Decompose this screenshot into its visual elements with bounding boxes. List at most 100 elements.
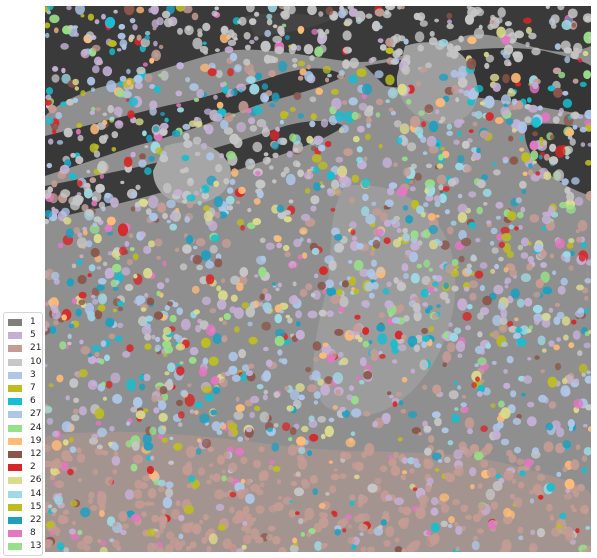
cell-marker [157, 486, 165, 493]
cell-marker [338, 9, 347, 19]
cell-marker [67, 333, 72, 339]
cell-marker [66, 6, 72, 11]
cell-marker [122, 351, 131, 358]
cell-marker [387, 391, 392, 396]
cell-marker [160, 122, 169, 130]
cell-marker [83, 183, 91, 192]
cell-marker [96, 284, 105, 291]
cell-marker [121, 44, 127, 50]
cell-marker [88, 491, 95, 499]
cell-marker [519, 325, 530, 335]
cell-marker [229, 491, 237, 498]
cell-marker [529, 498, 535, 504]
cell-marker [49, 14, 60, 24]
cell-marker [224, 46, 234, 54]
cell-marker [143, 245, 152, 255]
cell-marker [479, 284, 485, 292]
cell-marker [568, 265, 574, 271]
cell-marker [577, 58, 583, 63]
cell-marker [210, 234, 220, 243]
cell-marker [365, 117, 372, 124]
cell-marker [299, 227, 308, 235]
cell-marker [72, 78, 79, 86]
cell-marker [395, 48, 403, 56]
cell-marker [393, 33, 402, 43]
cell-marker [457, 130, 462, 136]
cell-marker [126, 79, 132, 86]
cell-marker [45, 406, 52, 414]
cell-marker [45, 521, 54, 528]
cell-marker [549, 143, 557, 152]
cell-marker [167, 301, 174, 307]
cell-marker [486, 467, 497, 478]
cell-marker [69, 446, 77, 453]
cell-marker [564, 256, 571, 263]
cell-marker [284, 111, 289, 117]
cell-marker [471, 147, 478, 153]
cell-marker [523, 17, 532, 24]
cell-marker [545, 6, 550, 9]
cell-marker [221, 238, 232, 248]
cell-marker [332, 511, 338, 518]
cell-marker [201, 296, 211, 306]
cell-marker [45, 460, 52, 468]
cell-marker [492, 82, 502, 93]
cell-marker [567, 419, 575, 428]
cell-marker [576, 284, 584, 291]
cell-marker [473, 514, 482, 522]
cell-marker [239, 373, 248, 382]
cell-marker [332, 372, 344, 384]
cell-marker [197, 438, 202, 443]
cell-marker [419, 20, 428, 27]
cell-marker [470, 484, 475, 490]
cell-marker [139, 383, 146, 391]
cell-marker [564, 128, 575, 137]
cell-marker [235, 200, 241, 205]
cell-marker [478, 24, 483, 30]
cell-marker [182, 123, 191, 130]
cell-marker [135, 295, 146, 304]
cell-marker [467, 304, 473, 310]
cell-marker [359, 268, 370, 277]
cell-marker [206, 479, 212, 485]
cell-marker [382, 511, 390, 517]
cell-marker [336, 289, 343, 296]
cell-marker [247, 207, 252, 213]
cell-marker [249, 18, 257, 26]
cell-marker [457, 154, 465, 164]
cell-marker [506, 250, 514, 258]
cell-marker [136, 66, 146, 75]
cell-marker [446, 226, 454, 235]
cell-marker [273, 423, 279, 428]
cell-marker [439, 193, 447, 204]
cell-marker [100, 540, 107, 546]
cell-marker [434, 238, 440, 244]
cell-marker [400, 6, 405, 10]
cell-marker [501, 341, 508, 347]
cell-marker [583, 447, 591, 456]
cell-marker [278, 358, 284, 363]
cell-marker [367, 528, 375, 535]
cell-marker [434, 417, 442, 427]
cell-marker [479, 101, 485, 106]
cell-marker [130, 206, 136, 212]
cell-marker [78, 369, 88, 378]
cell-marker [451, 285, 459, 292]
cell-marker [189, 409, 195, 414]
cell-marker [309, 120, 316, 128]
cell-marker [403, 38, 409, 45]
cell-marker [120, 180, 125, 185]
cell-marker [122, 523, 129, 529]
cell-marker [402, 227, 408, 234]
cell-marker [79, 254, 84, 258]
cell-marker [306, 238, 312, 244]
cell-marker [80, 507, 91, 518]
cell-marker [423, 259, 431, 268]
cell-marker [318, 144, 326, 152]
cell-marker [139, 231, 146, 239]
legend-item: 7 [8, 382, 40, 395]
cell-marker [246, 108, 252, 114]
cell-marker [45, 32, 50, 38]
cell-marker [532, 304, 543, 314]
cell-marker [446, 23, 454, 30]
